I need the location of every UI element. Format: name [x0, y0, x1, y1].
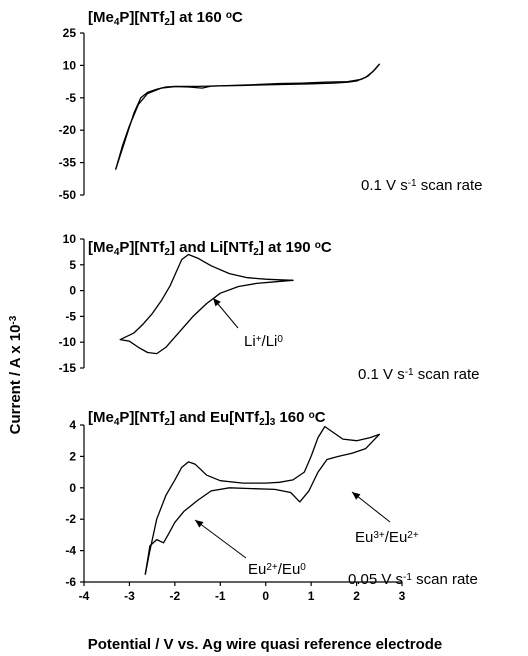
x-tick-label: -2 — [170, 589, 181, 603]
x-tick-label: -4 — [79, 589, 90, 603]
annotation-arrow — [194, 519, 247, 559]
series-line-2 — [115, 63, 380, 170]
panel-title: [Me4P][NTf2] and Eu[NTf2]3 160 oC — [88, 409, 326, 428]
annotation-arrow — [351, 491, 391, 523]
series-line-2 — [119, 279, 294, 355]
x-tick-label: 0 — [262, 589, 269, 603]
annotation: Eu2+/Eu0 — [248, 561, 306, 578]
y-tick-label: -4 — [65, 544, 76, 558]
series-line-1 — [119, 253, 294, 341]
annotation: 0.05 V s-1 scan rate — [348, 571, 478, 588]
annotation: Eu3+/Eu2+ — [355, 529, 419, 546]
y-tick-label: 0 — [69, 481, 76, 495]
y-tick-label: -35 — [59, 156, 77, 170]
panel-title: [Me4P][NTf2] at 160 oC — [88, 9, 243, 28]
panel-1: 25 10 -5 -20 -35 -50 [Me4P][NTf2] at 160 oC 0.1… — [59, 9, 483, 202]
y-tick-label: 10 — [63, 232, 77, 246]
x-axis-title: Potential / V vs. Ag wire quasi referenc… — [88, 636, 443, 653]
y-tick-label: 4 — [69, 418, 76, 432]
y-tick-label: -2 — [65, 512, 76, 526]
annotation: 0.1 V s-1 scan rate — [361, 177, 482, 194]
y-tick-label: -50 — [59, 188, 77, 202]
series-line-2 — [144, 433, 380, 575]
series-line-1 — [115, 63, 380, 170]
y-tick-label: -15 — [59, 361, 77, 375]
x-tick-label: -3 — [124, 589, 135, 603]
y-tick-label: 5 — [69, 258, 76, 272]
y-tick-label: 2 — [69, 449, 76, 463]
y-tick-label: -10 — [59, 335, 77, 349]
x-tick-label: 2 — [353, 589, 360, 603]
annotation: Li+/Li0 — [244, 333, 283, 350]
arrow-head — [352, 492, 361, 500]
x-tick-label: 1 — [308, 589, 315, 603]
y-axis-title: Current / A x 10-3 — [7, 315, 24, 434]
arrow-head — [213, 298, 221, 307]
x-tick-label: -1 — [215, 589, 226, 603]
arrow-head — [195, 520, 204, 528]
y-tick-label: 25 — [63, 26, 77, 40]
series-line-1 — [144, 425, 380, 575]
panel-3: 420-2-4-6-4 -3 -2 -1 0 1 2 3[Me4P][NTf2] and Eu… — [65, 409, 478, 603]
y-tick-label: -5 — [65, 309, 76, 323]
panel-2: 10 5 0 -5 -10 -15 [Me4P][NTf2] and Li[NTf2] at… — [59, 232, 480, 383]
x-tick-label: 3 — [399, 589, 406, 603]
y-tick-label: -20 — [59, 123, 77, 137]
y-tick-label: -5 — [65, 91, 76, 105]
annotation: 0.1 V s-1 scan rate — [358, 366, 479, 383]
y-tick-label: -6 — [65, 575, 76, 589]
panel-title: [Me4P][NTf2] and Li[NTf2] at 190 oC — [88, 239, 332, 258]
y-tick-label: 0 — [69, 284, 76, 298]
y-tick-label: 10 — [63, 58, 77, 72]
